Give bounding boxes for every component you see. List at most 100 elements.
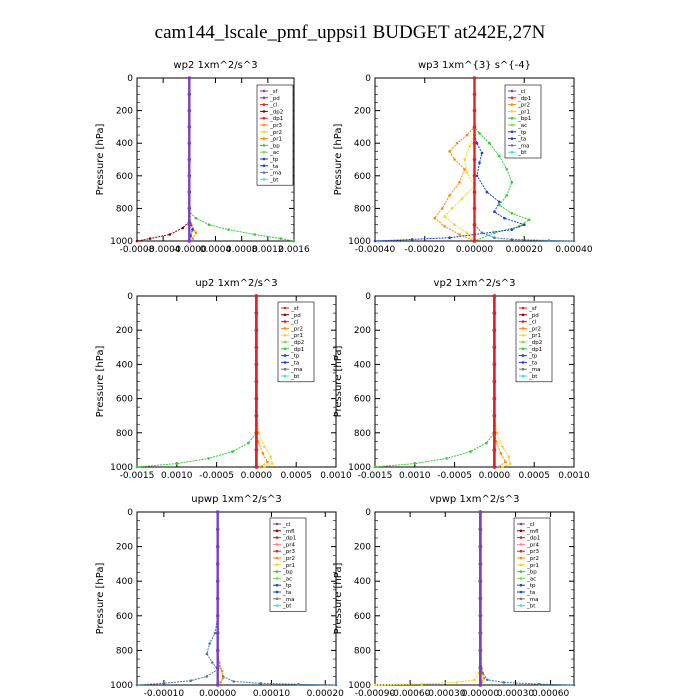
- legend: _cl_dp1_pr2_pr1_bp1_ac_tp_ta_ma_bt: [505, 85, 541, 158]
- x-tick-label: 0.0005: [518, 471, 550, 481]
- data-point: [190, 679, 193, 682]
- data-point: [493, 328, 497, 332]
- data-point: [443, 225, 446, 228]
- legend-marker: [263, 158, 266, 161]
- y-tick-label: 600: [354, 612, 371, 622]
- data-point: [493, 448, 497, 452]
- panel-1: wp3 1xm^{3} s^{-4}02004006008001000-0.00…: [333, 60, 593, 255]
- data-point: [259, 682, 262, 685]
- legend-label: _dp1: [526, 536, 540, 542]
- legend-label: _tp: [290, 354, 300, 360]
- data-point: [473, 76, 477, 80]
- data-point: [473, 679, 476, 682]
- y-tick-label: 200: [354, 107, 371, 117]
- data-point: [443, 215, 446, 218]
- panel-5: vpwp 1xm^2/s^302004006008001000-0.00090-…: [333, 494, 575, 699]
- data-point: [149, 237, 152, 240]
- legend-label: _ma: [517, 143, 529, 149]
- x-tick-label: -0.00020: [405, 245, 446, 255]
- x-tick-label: 0.00020: [506, 245, 543, 255]
- legend-marker: [276, 550, 279, 553]
- data-point: [483, 677, 486, 680]
- data-point: [188, 76, 192, 80]
- data-point: [479, 631, 483, 635]
- data-point: [479, 683, 483, 687]
- data-point: [458, 181, 461, 184]
- data-point: [188, 158, 192, 162]
- legend-label: _pd: [528, 313, 539, 319]
- panel-title: up2 1xm^2/s^3: [195, 278, 277, 289]
- x-tick-label: 0.00030: [497, 689, 534, 699]
- data-point: [188, 207, 192, 211]
- legend-marker: [511, 124, 514, 127]
- y-tick-label: 600: [116, 395, 133, 405]
- legend-marker: [263, 144, 266, 147]
- data-point: [263, 445, 266, 448]
- data-point: [500, 452, 503, 455]
- data-point: [463, 158, 466, 161]
- legend-marker: [276, 577, 279, 580]
- legend-label: _bt: [517, 150, 527, 156]
- legend-marker: [284, 368, 287, 371]
- legend-marker: [276, 530, 279, 533]
- data-point: [255, 311, 259, 315]
- legend-label: _ac: [517, 123, 527, 129]
- legend-label: _ma: [290, 367, 302, 373]
- data-point: [573, 240, 576, 243]
- legend-marker: [276, 598, 279, 601]
- data-point: [493, 465, 497, 469]
- y-tick-label: 400: [116, 139, 133, 149]
- data-point: [255, 431, 259, 435]
- data-point: [493, 210, 496, 213]
- data-point: [421, 683, 424, 686]
- legend-label: _cl: [290, 320, 299, 326]
- x-tick-label: 0.00000: [456, 245, 493, 255]
- data-point: [473, 125, 477, 129]
- legend-label: _cl: [526, 522, 535, 528]
- legend-label: _pr1: [526, 563, 539, 569]
- legend-marker: [511, 110, 514, 113]
- legend-marker: [263, 117, 266, 120]
- data-point: [451, 207, 454, 210]
- x-tick-label: 0.00040: [555, 245, 592, 255]
- legend-marker: [263, 165, 266, 168]
- y-axis-label: Pressure [hPa]: [333, 124, 344, 196]
- legend-marker: [522, 348, 525, 351]
- x-tick-label: -0.0005: [199, 471, 234, 481]
- legend-marker: [276, 570, 279, 573]
- data-point: [188, 125, 192, 129]
- legend-label: _pr1: [517, 109, 530, 115]
- y-tick-label: 800: [354, 204, 371, 214]
- legend-label: _pd: [290, 313, 301, 319]
- legend-label: _bt: [282, 604, 292, 610]
- legend-marker: [520, 550, 523, 553]
- y-axis-label: Pressure [hPa]: [333, 563, 344, 635]
- legend-label: _ma: [526, 597, 538, 603]
- legend-marker: [520, 591, 523, 594]
- y-tick-label: 600: [354, 172, 371, 182]
- data-point: [255, 448, 259, 452]
- legend-label: _bt: [290, 374, 300, 380]
- legend-label: _tp: [517, 130, 527, 136]
- legend-label: _dp2: [290, 340, 304, 346]
- data-point: [493, 311, 497, 315]
- legend-marker: [276, 557, 279, 560]
- legend-label: _bt: [526, 604, 536, 610]
- data-point: [456, 681, 459, 684]
- x-tick-label: 0.0010: [558, 471, 590, 481]
- data-point: [485, 442, 488, 445]
- legend-label: _bp1: [517, 116, 531, 122]
- x-tick-label: 0.00000: [462, 689, 499, 699]
- data-point: [479, 649, 483, 653]
- legend-label: _dp1: [269, 116, 283, 122]
- data-point: [208, 642, 211, 645]
- panel-0: wp2 1xm^2/s^302004006008001000-0.0008-0.…: [95, 60, 310, 255]
- data-point: [163, 682, 166, 685]
- data-point: [479, 666, 483, 670]
- series-line-0: [375, 296, 494, 467]
- data-point: [458, 233, 461, 236]
- data-point: [222, 677, 225, 680]
- legend-label: _pd: [269, 96, 280, 102]
- legend-label: _pr1: [282, 563, 295, 569]
